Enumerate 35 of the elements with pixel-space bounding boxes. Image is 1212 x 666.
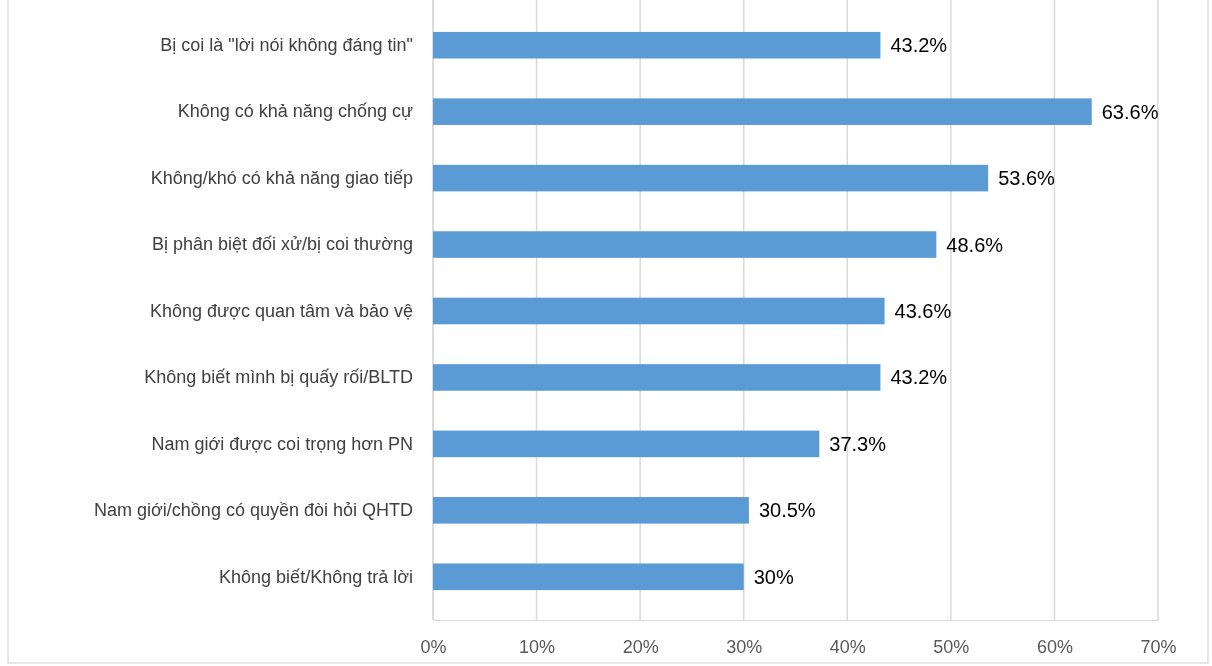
y-tick-label: Không biết/Không trả lời	[219, 566, 413, 587]
x-tick-label: 10%	[519, 636, 556, 657]
data-label: 37.3%	[829, 432, 887, 455]
x-tick-label: 0%	[420, 636, 447, 657]
data-label: 43.2%	[890, 366, 948, 389]
x-tick-label: 20%	[622, 636, 659, 657]
data-label: 30.5%	[758, 499, 816, 522]
data-label: 63.6%	[1101, 100, 1159, 123]
bar	[433, 31, 881, 59]
y-tick-label: Bị coi là "lời nói không đáng tin"	[160, 34, 413, 55]
bar	[433, 98, 1092, 125]
data-label: 53.6%	[998, 167, 1056, 190]
x-tick-label: 50%	[933, 636, 970, 657]
bar	[433, 297, 885, 325]
x-tick-label: 40%	[829, 636, 866, 657]
y-tick-label: Không biết mình bị quấy rối/BLTD	[144, 367, 413, 388]
data-label: 48.6%	[946, 233, 1004, 256]
data-label: 43.2%	[890, 34, 948, 57]
y-tick-label: Bị phân biệt đối xử/bị coi thường	[151, 234, 413, 255]
y-tick-label: Nam giới/chồng có quyền đòi hỏi QHTD	[94, 500, 413, 521]
y-tick-label: Không được quan tâm và bảo vệ	[149, 300, 413, 321]
x-tick-label: 30%	[726, 636, 763, 657]
x-tick-label: 60%	[1036, 636, 1073, 657]
bar	[433, 231, 937, 258]
data-label: 43.6%	[894, 300, 952, 322]
bar	[433, 164, 989, 192]
y-tick-label: Không/khó có khả năng giao tiếp	[150, 167, 413, 188]
y-tick-label: Không có khả năng chống cự	[177, 101, 413, 122]
bar	[433, 364, 881, 391]
bar	[433, 497, 749, 524]
data-label: 30%	[753, 565, 794, 588]
bar	[433, 563, 744, 591]
bar	[433, 430, 820, 458]
y-tick-label: Nam giới được coi trọng hơn PN	[151, 433, 413, 454]
x-tick-label: 70%	[1140, 636, 1177, 657]
